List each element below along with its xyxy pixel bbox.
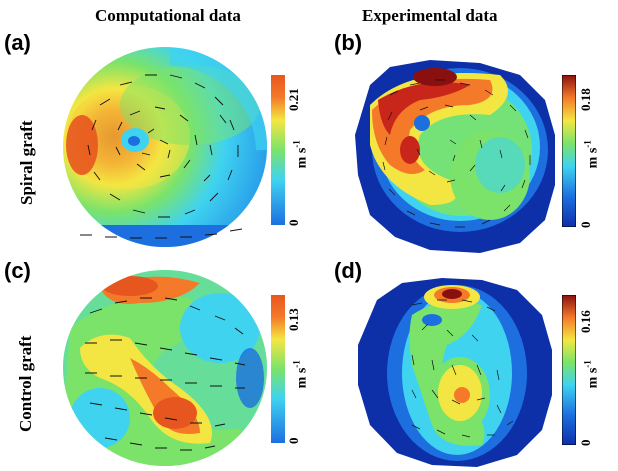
velocity-map-b bbox=[355, 60, 555, 253]
colorbar-a-min: 0 bbox=[286, 219, 301, 227]
colorbar-c bbox=[271, 295, 285, 443]
colorbar-b-max: 0.18 bbox=[578, 88, 593, 111]
colorbar-a-unit: m s-1 bbox=[291, 140, 310, 169]
colorbar-c-min: 0 bbox=[286, 437, 301, 445]
vector-arrows-c bbox=[85, 297, 246, 451]
velocity-map-c bbox=[63, 270, 267, 466]
colorbar-c-max: 0.13 bbox=[286, 308, 301, 331]
row-title-spiral: Spiral graft bbox=[17, 120, 36, 205]
panel-label-c: (c) bbox=[4, 258, 31, 283]
panel-label-a: (a) bbox=[4, 30, 31, 55]
velocity-map-a bbox=[63, 47, 267, 247]
velocity-map-d bbox=[358, 278, 552, 467]
colorbar-a bbox=[271, 75, 285, 225]
colorbar-b-unit: m s-1 bbox=[582, 140, 601, 169]
panel-label-d: (d) bbox=[334, 258, 363, 283]
colorbar-d-unit: m s-1 bbox=[582, 360, 601, 389]
column-title-experimental: Experimental data bbox=[362, 6, 498, 25]
panel-label-b: (b) bbox=[334, 30, 363, 55]
row-title-control: Control graft bbox=[16, 335, 35, 432]
colorbar-d-min: 0 bbox=[578, 439, 593, 447]
colorbar-d bbox=[562, 295, 576, 445]
colorbar-a-max: 0.21 bbox=[286, 88, 301, 111]
colorbar-d-max: 0.16 bbox=[578, 310, 593, 333]
colorbar-b bbox=[562, 75, 576, 227]
column-title-computational: Computational data bbox=[95, 6, 241, 25]
colorbar-b-min: 0 bbox=[578, 221, 593, 229]
vector-arrows-a bbox=[80, 74, 243, 239]
vector-arrows-d bbox=[411, 299, 514, 438]
vector-arrows-b bbox=[382, 79, 531, 228]
colorbar-c-unit: m s-1 bbox=[291, 360, 310, 389]
